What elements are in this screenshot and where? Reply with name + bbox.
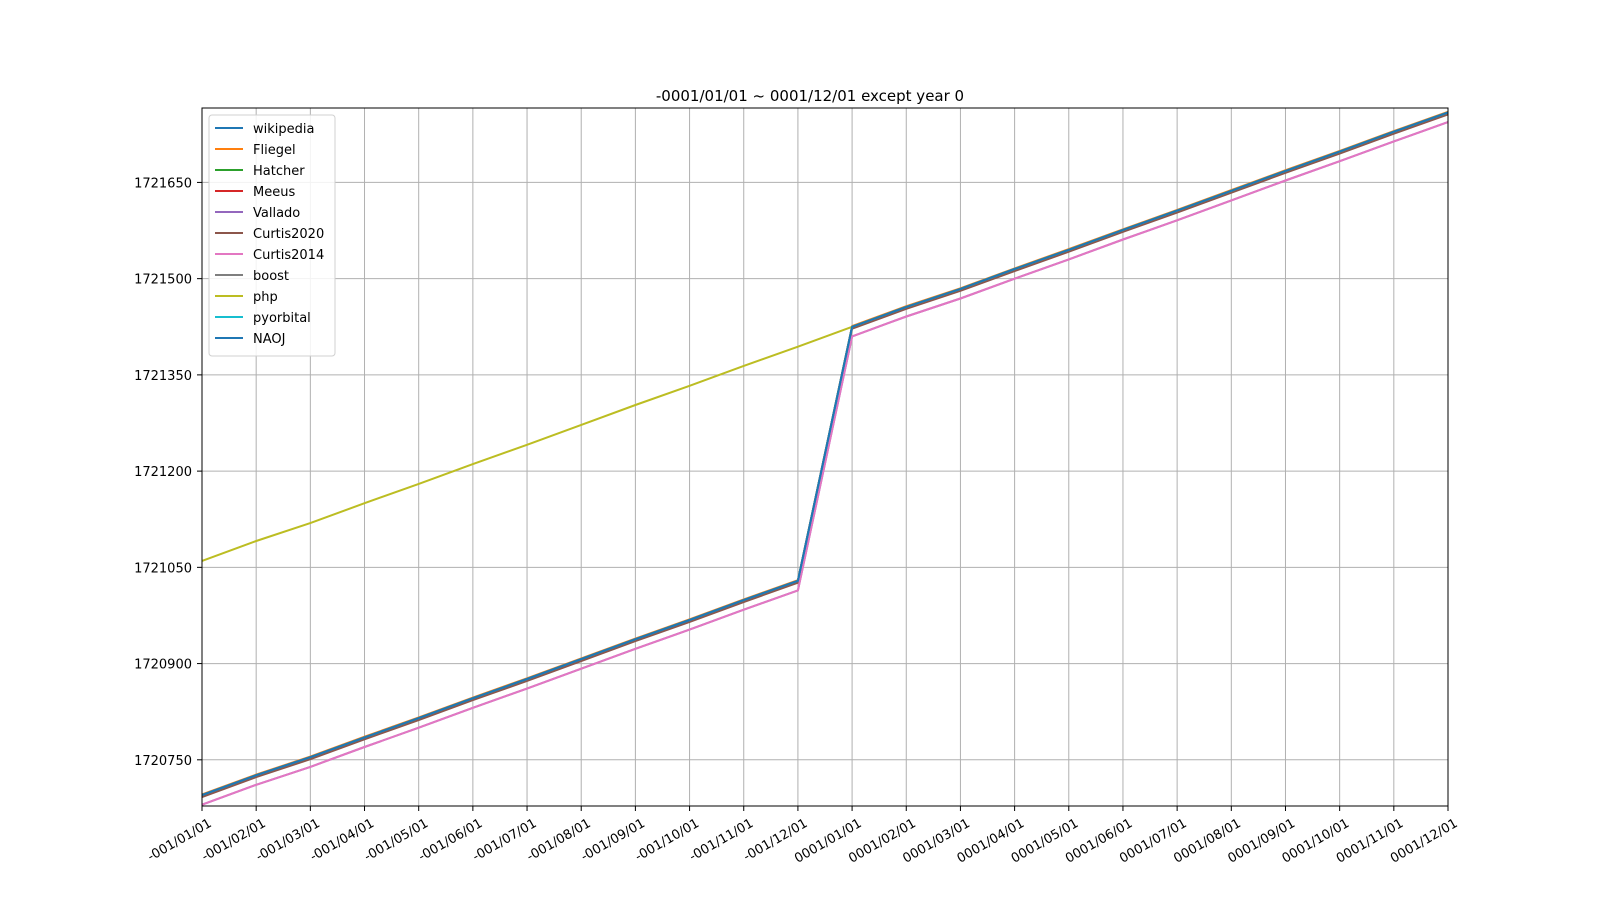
legend: wikipedia Fliegel Hatcher Meeus Vallado Curti…	[208, 114, 336, 357]
legend-label: NAOJ	[253, 332, 285, 347]
y-tick-label: 1721200	[134, 465, 192, 480]
y-tick-label: 1720900	[134, 658, 192, 673]
y-tick-label: 1721650	[134, 176, 192, 191]
y-tick-label: 1721500	[134, 273, 192, 288]
legend-label: Curtis2014	[253, 248, 324, 263]
legend-label: Vallado	[253, 206, 300, 221]
legend-label: Curtis2020	[253, 227, 324, 242]
legend-label: Hatcher	[253, 164, 305, 179]
legend-label: wikipedia	[253, 122, 314, 137]
x-axis-ticks: -001/01/01-001/02/01-001/03/01-001/04/01…	[145, 806, 1460, 867]
legend-label: Fliegel	[253, 143, 296, 158]
y-axis-ticks: 1720750 1720900 1721050 1721200 1721350 17215…	[134, 176, 202, 769]
grid	[201, 108, 1449, 806]
series-line-naoj	[201, 111, 1449, 797]
y-tick-label: 1721350	[134, 369, 192, 384]
y-tick-label: 1721050	[134, 561, 192, 576]
series-line-curtis2014	[201, 121, 1449, 806]
plot-frame	[201, 107, 1449, 807]
y-tick-label: 1720750	[134, 754, 192, 769]
legend-label: boost	[253, 269, 289, 284]
legend-label: php	[253, 290, 278, 305]
legend-label: pyorbital	[253, 311, 311, 326]
legend-label: Meeus	[253, 185, 295, 200]
series-lines	[201, 110, 1449, 806]
chart-title: -0001/01/01 ~ 0001/12/01 except year 0	[656, 87, 964, 105]
